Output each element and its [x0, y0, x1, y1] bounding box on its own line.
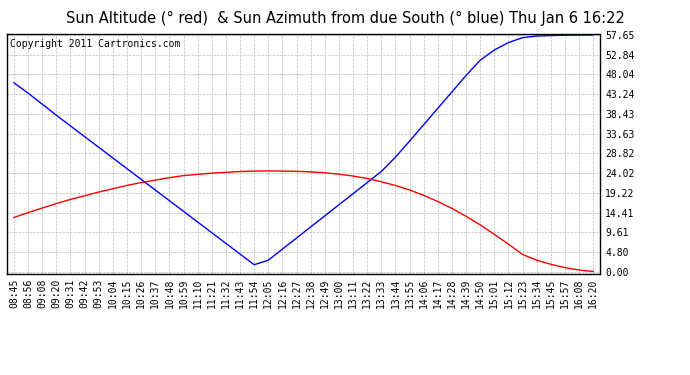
Text: Copyright 2011 Cartronics.com: Copyright 2011 Cartronics.com	[10, 39, 180, 48]
Text: Sun Altitude (° red)  & Sun Azimuth from due South (° blue) Thu Jan 6 16:22: Sun Altitude (° red) & Sun Azimuth from …	[66, 11, 624, 26]
